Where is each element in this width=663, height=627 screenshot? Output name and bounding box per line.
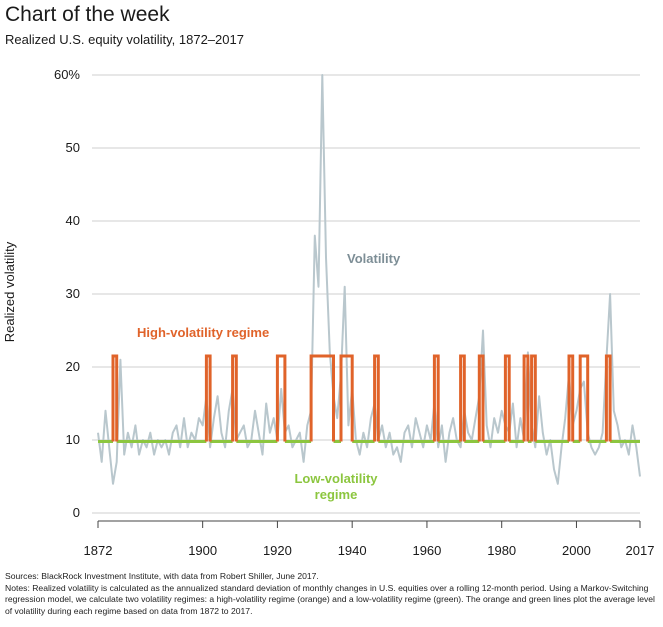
y-tick-label: 60%	[54, 67, 80, 82]
x-tick-label: 1900	[188, 543, 217, 558]
volatility-chart: 0 10 20 30 40 50 60% 1872 1900 1920 1940 1960 1980 2…	[2, 67, 655, 558]
x-tick-label: 1872	[84, 543, 113, 558]
x-tick-label: 1960	[412, 543, 441, 558]
y-tick-label: 10	[66, 432, 80, 447]
y-tick-label: 30	[66, 286, 80, 301]
methodology-note: Notes: Realized volatility is calculated…	[5, 582, 655, 616]
x-tick-label: 2017	[626, 543, 655, 558]
y-tick-label: 50	[66, 140, 80, 155]
y-tick-label: 0	[73, 505, 80, 520]
y-tick-labels: 0 10 20 30 40 50 60%	[54, 67, 80, 520]
gridlines	[92, 74, 640, 514]
y-tick-label: 20	[66, 359, 80, 374]
x-tick-label: 1980	[487, 543, 516, 558]
low-regime-annotation-line1: Low-volatility	[294, 471, 378, 486]
low-regime-annotation-line2: regime	[315, 487, 358, 502]
x-tick-label: 2000	[562, 543, 591, 558]
source-note: Sources: BlackRock Investment Institute,…	[5, 571, 319, 581]
volatility-annotation: Volatility	[347, 251, 401, 266]
high-volatility-regime-line	[111, 354, 612, 442]
footnotes: Sources: BlackRock Investment Institute,…	[5, 571, 660, 617]
y-axis-label: Realized volatility	[2, 241, 17, 342]
y-tick-label: 40	[66, 213, 80, 228]
volatility-series-line	[97, 74, 641, 485]
x-tick-label: 1940	[338, 543, 367, 558]
x-axis: 1872 1900 1920 1940 1960 1980 2000 2017	[84, 520, 655, 558]
x-tick-label: 1920	[263, 543, 292, 558]
page-kicker: Chart of the week	[5, 3, 170, 26]
high-regime-annotation: High-volatility regime	[137, 325, 269, 340]
chart-title: Realized U.S. equity volatility, 1872–20…	[5, 32, 244, 47]
